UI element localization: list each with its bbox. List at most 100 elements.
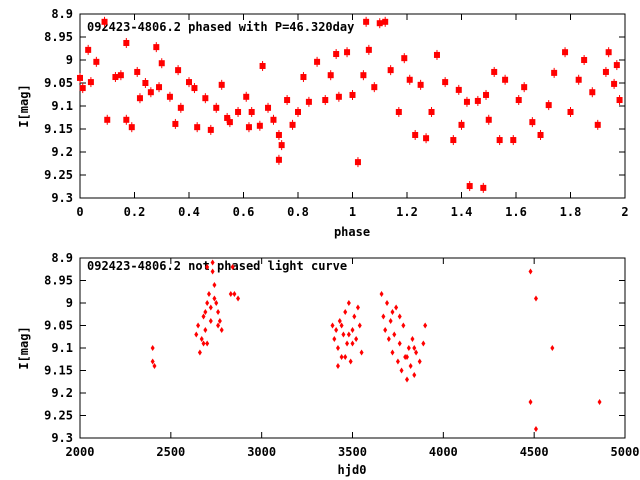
x-tick-label: 5000 [611,445,640,459]
y-tick-label: 9.2 [51,145,73,159]
data-point [417,358,422,365]
data-point [350,340,355,347]
data-point [205,300,210,306]
x-tick-label: 1 [349,205,356,219]
y-tick-label: 9.15 [44,364,73,378]
x-tick-label: 0 [76,205,83,219]
data-point [208,304,213,311]
data-point [230,264,235,270]
plot-border [79,257,626,439]
y-tick-label: 8.95 [44,274,73,288]
data-point [385,300,390,306]
data-point [410,336,415,342]
data-point [330,322,335,329]
data-point [343,354,348,360]
data-point [597,399,602,405]
x-tick-label: 0.8 [287,205,309,219]
data-point [388,318,393,324]
data-point [357,322,362,329]
y-tick-label: 9.1 [51,99,73,113]
x-axis-label: hjd0 [338,463,367,477]
data-point [397,313,402,320]
data-point [343,309,348,315]
data-point [205,264,210,270]
y-tick-label: 9.3 [51,431,73,445]
data-point [533,295,538,302]
data-point [390,349,395,356]
data-point [381,313,386,320]
x-tick-label: 3500 [338,445,367,459]
x-tick-label: 0.6 [233,205,255,219]
data-point [334,327,339,333]
data-point [210,259,215,266]
data-point [232,291,237,297]
data-point [405,354,409,360]
data-point [408,363,413,369]
data-point [228,291,233,297]
x-axis-label: phase [334,225,370,239]
x-tick-label: 1.6 [505,205,527,219]
x-tick-label: 3000 [247,445,276,459]
light-curve-plot: 092423-4806.2 not phased light curve hjd… [17,251,639,477]
data-point [355,304,360,311]
y-tick-label: 9.15 [44,122,73,136]
data-point [346,300,351,306]
data-point [201,313,206,320]
data-point [216,309,221,315]
x-tick-label: 1.4 [451,205,473,219]
data-point [550,345,555,351]
data-point [194,331,199,338]
data-point [206,291,211,297]
x-tick-label: 1.2 [396,205,418,219]
data-point [197,349,202,356]
data-point [528,399,533,405]
data-point [339,322,344,329]
data-point [337,318,342,324]
data-point [201,340,206,347]
data-point [348,358,353,365]
data-point [383,327,388,333]
data-point [401,322,406,329]
y-tick-label: 8.95 [44,30,73,44]
data-point [212,295,217,302]
x-tick-label: 2 [621,205,628,219]
y-tick-label: 9.3 [51,191,73,205]
data-point [412,372,417,378]
data-point [199,336,204,342]
data-point [354,336,359,342]
data-point [208,318,213,324]
x-tick-label: 2000 [66,445,95,459]
data-point [350,327,355,333]
y-tick-label: 8.9 [51,251,73,265]
data-point [414,349,419,356]
data-point [335,345,340,351]
y-axis-label: I[mag] [17,84,31,127]
data-point [394,304,399,311]
y-tick-label: 9 [66,53,73,67]
x-tick-label: 4000 [429,445,458,459]
x-tick-label: 0.2 [124,205,146,219]
data-point [412,345,417,351]
data-point [386,336,391,342]
data-point [395,358,400,365]
data-point [214,300,219,306]
x-tick-label: 4500 [520,445,549,459]
y-tick-label: 9.05 [44,319,73,333]
plot-border [79,13,626,199]
data-point [346,331,351,338]
data-point [210,268,215,275]
data-point [423,322,428,329]
data-point [212,282,217,288]
y-tick-label: 9.25 [44,409,73,423]
data-point [379,291,384,297]
data-point [150,358,155,365]
data-point [236,295,241,302]
x-tick-label: 0.4 [178,205,200,219]
data-point [406,345,411,351]
data-point [390,309,395,315]
data-point [421,340,426,347]
data-point [405,376,409,383]
data-point [392,331,397,338]
plot-title: 092423-4806.2 phased with P=46.320day [87,20,354,34]
